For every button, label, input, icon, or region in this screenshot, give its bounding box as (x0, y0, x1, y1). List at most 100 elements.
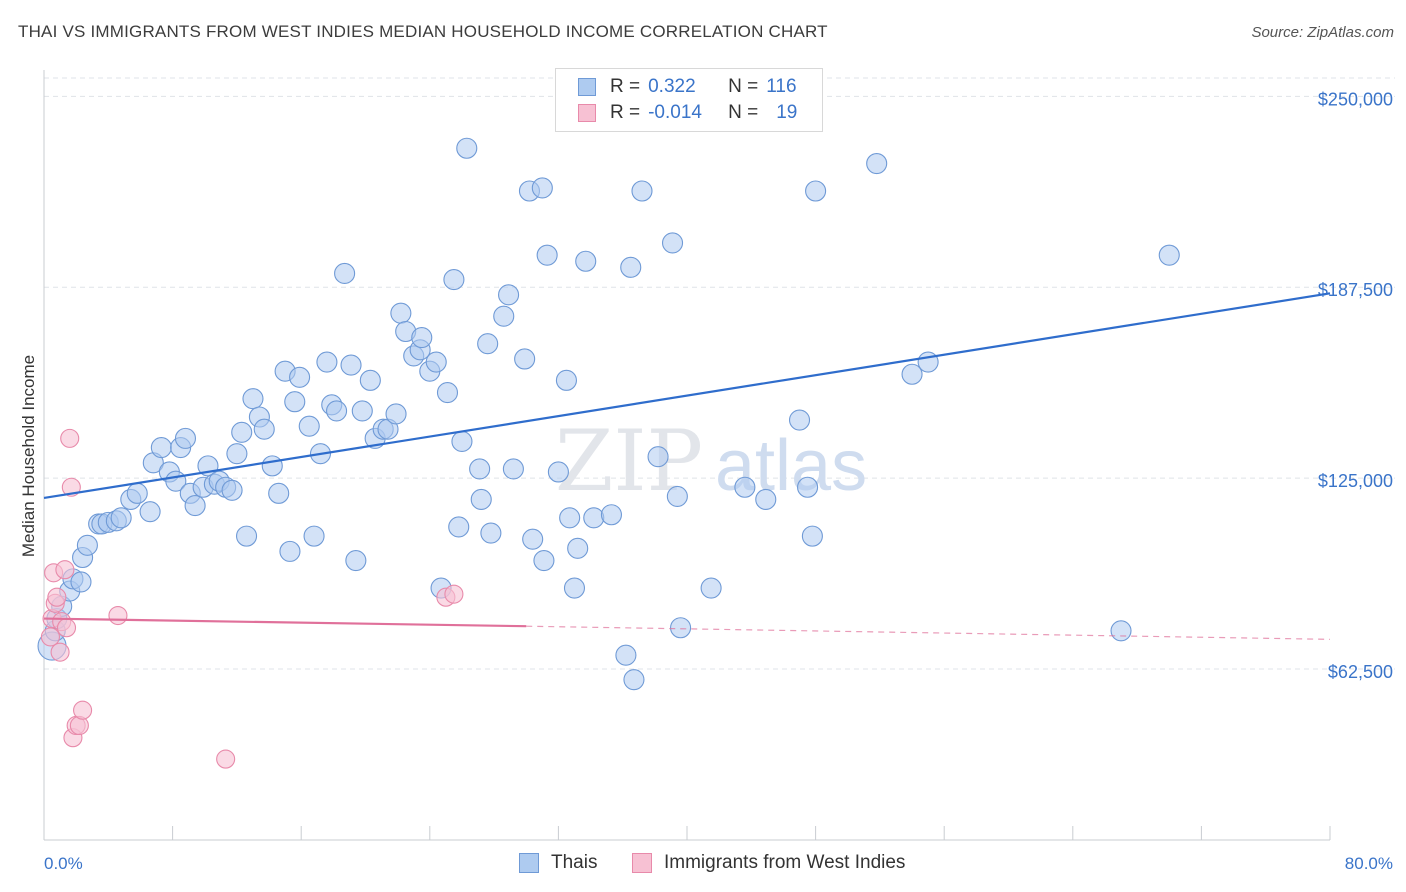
thai-point (284, 391, 306, 413)
thai-point (456, 137, 478, 159)
thai-point (801, 525, 823, 547)
legend-r-label: R = (610, 102, 641, 123)
thai-point (359, 369, 381, 391)
thai-point (531, 177, 553, 199)
thai-point (547, 461, 569, 483)
west-indies-point (444, 584, 464, 604)
thai-point (1110, 620, 1132, 642)
thai-point (670, 617, 692, 639)
y-tick-label: $250,000 (1318, 89, 1393, 109)
zipatlas-watermark: ZIP atlas (555, 412, 867, 510)
thai-point (498, 284, 520, 306)
west-indies-legend-label: Immigrants from West Indies (664, 852, 906, 873)
thai-point (480, 522, 502, 544)
thai-point (470, 488, 492, 511)
west-indies-trend-line (43, 617, 527, 628)
thai-point (110, 507, 132, 529)
west-indies-point (40, 627, 60, 647)
y-tick-label: $62,500 (1328, 662, 1393, 682)
thai-point (797, 476, 819, 498)
thai-point (436, 382, 459, 404)
thai-point (390, 302, 412, 324)
y-axis-label: Median Household Income (19, 355, 38, 557)
legend-row-thai: R = 0.322 N = 116 (578, 75, 797, 99)
thai-point (448, 516, 470, 538)
west-indies-point (60, 428, 80, 448)
thai-point (533, 549, 555, 572)
thai-point (279, 540, 301, 562)
thai-point (734, 476, 756, 498)
thai-point (334, 262, 356, 285)
thai-point (385, 403, 407, 425)
trend-lines (43, 292, 1331, 640)
thai-point (536, 244, 558, 266)
series-legend: Thais Immigrants from West Indies (0, 852, 1406, 878)
axes-layer (43, 70, 1331, 841)
thai-point (425, 351, 447, 373)
thai-point (268, 482, 290, 504)
thai-point (261, 455, 283, 477)
thai-point (326, 400, 348, 422)
thai-point (150, 436, 172, 459)
west-indies-point (56, 618, 77, 638)
thai-point (563, 577, 586, 599)
thai-point (559, 507, 581, 529)
thai-point (567, 537, 589, 559)
legend-n-label: N = (728, 76, 759, 97)
source-credit: Source: ZipAtlas.com (1251, 24, 1394, 41)
legend-r-label: R = (610, 76, 641, 97)
thai-point (235, 525, 258, 547)
thai-point (1158, 244, 1180, 266)
thai-point (242, 388, 264, 410)
thai-point (623, 669, 645, 691)
thai-point (184, 495, 206, 517)
thai-point (755, 488, 777, 511)
west-indies-points (40, 428, 464, 769)
thai-point (477, 333, 499, 355)
thai-point (866, 152, 888, 175)
thai-point (340, 354, 362, 376)
thai-point (583, 507, 605, 529)
thai-trend-line (43, 292, 1331, 500)
legend-item-thais[interactable]: Thais (519, 852, 597, 874)
thai-point (647, 446, 669, 468)
thai-point (231, 421, 253, 443)
thai-point (917, 351, 939, 373)
legend-n-label: N = (728, 102, 759, 123)
legend-n-value: 116 (766, 76, 797, 97)
legend-r-value: 0.322 (648, 76, 696, 97)
thai-point (351, 400, 373, 422)
thai-legend-label: Thais (551, 852, 598, 873)
thai-point (345, 549, 367, 572)
thai-point (316, 351, 338, 373)
thai-point (174, 427, 197, 449)
legend-item-west-indies[interactable]: Immigrants from West Indies (632, 852, 905, 874)
legend-n-value: 19 (776, 102, 798, 123)
thai-point (469, 458, 491, 480)
thai-point (502, 458, 524, 480)
thai-point (620, 256, 642, 278)
thai-point (289, 366, 311, 388)
correlation-legend: R = 0.322 N = 116 R = -0.014 N = 19 (555, 68, 823, 132)
thai-point (221, 479, 243, 501)
west-indies-point (50, 642, 70, 662)
thai-legend-swatch (519, 853, 539, 873)
west-indies-trend-extension (526, 625, 1331, 640)
thai-point (443, 269, 465, 291)
thai-point (253, 418, 275, 440)
chart-title: THAI VS IMMIGRANTS FROM WEST INDIES MEDI… (18, 22, 828, 41)
thai-point (303, 525, 325, 547)
legend-row-west-indies: R = -0.014 N = 19 (578, 101, 797, 125)
thai-point (700, 577, 722, 599)
thai-point (901, 363, 923, 385)
thai-point (600, 504, 622, 526)
west-indies-swatch (578, 104, 596, 122)
thai-point (226, 443, 248, 465)
west-indies-point (55, 560, 75, 580)
thai-point (126, 482, 148, 504)
thai-point (805, 180, 827, 202)
thai-point (666, 485, 688, 507)
west-indies-point (47, 587, 67, 607)
thai-point (631, 180, 653, 202)
